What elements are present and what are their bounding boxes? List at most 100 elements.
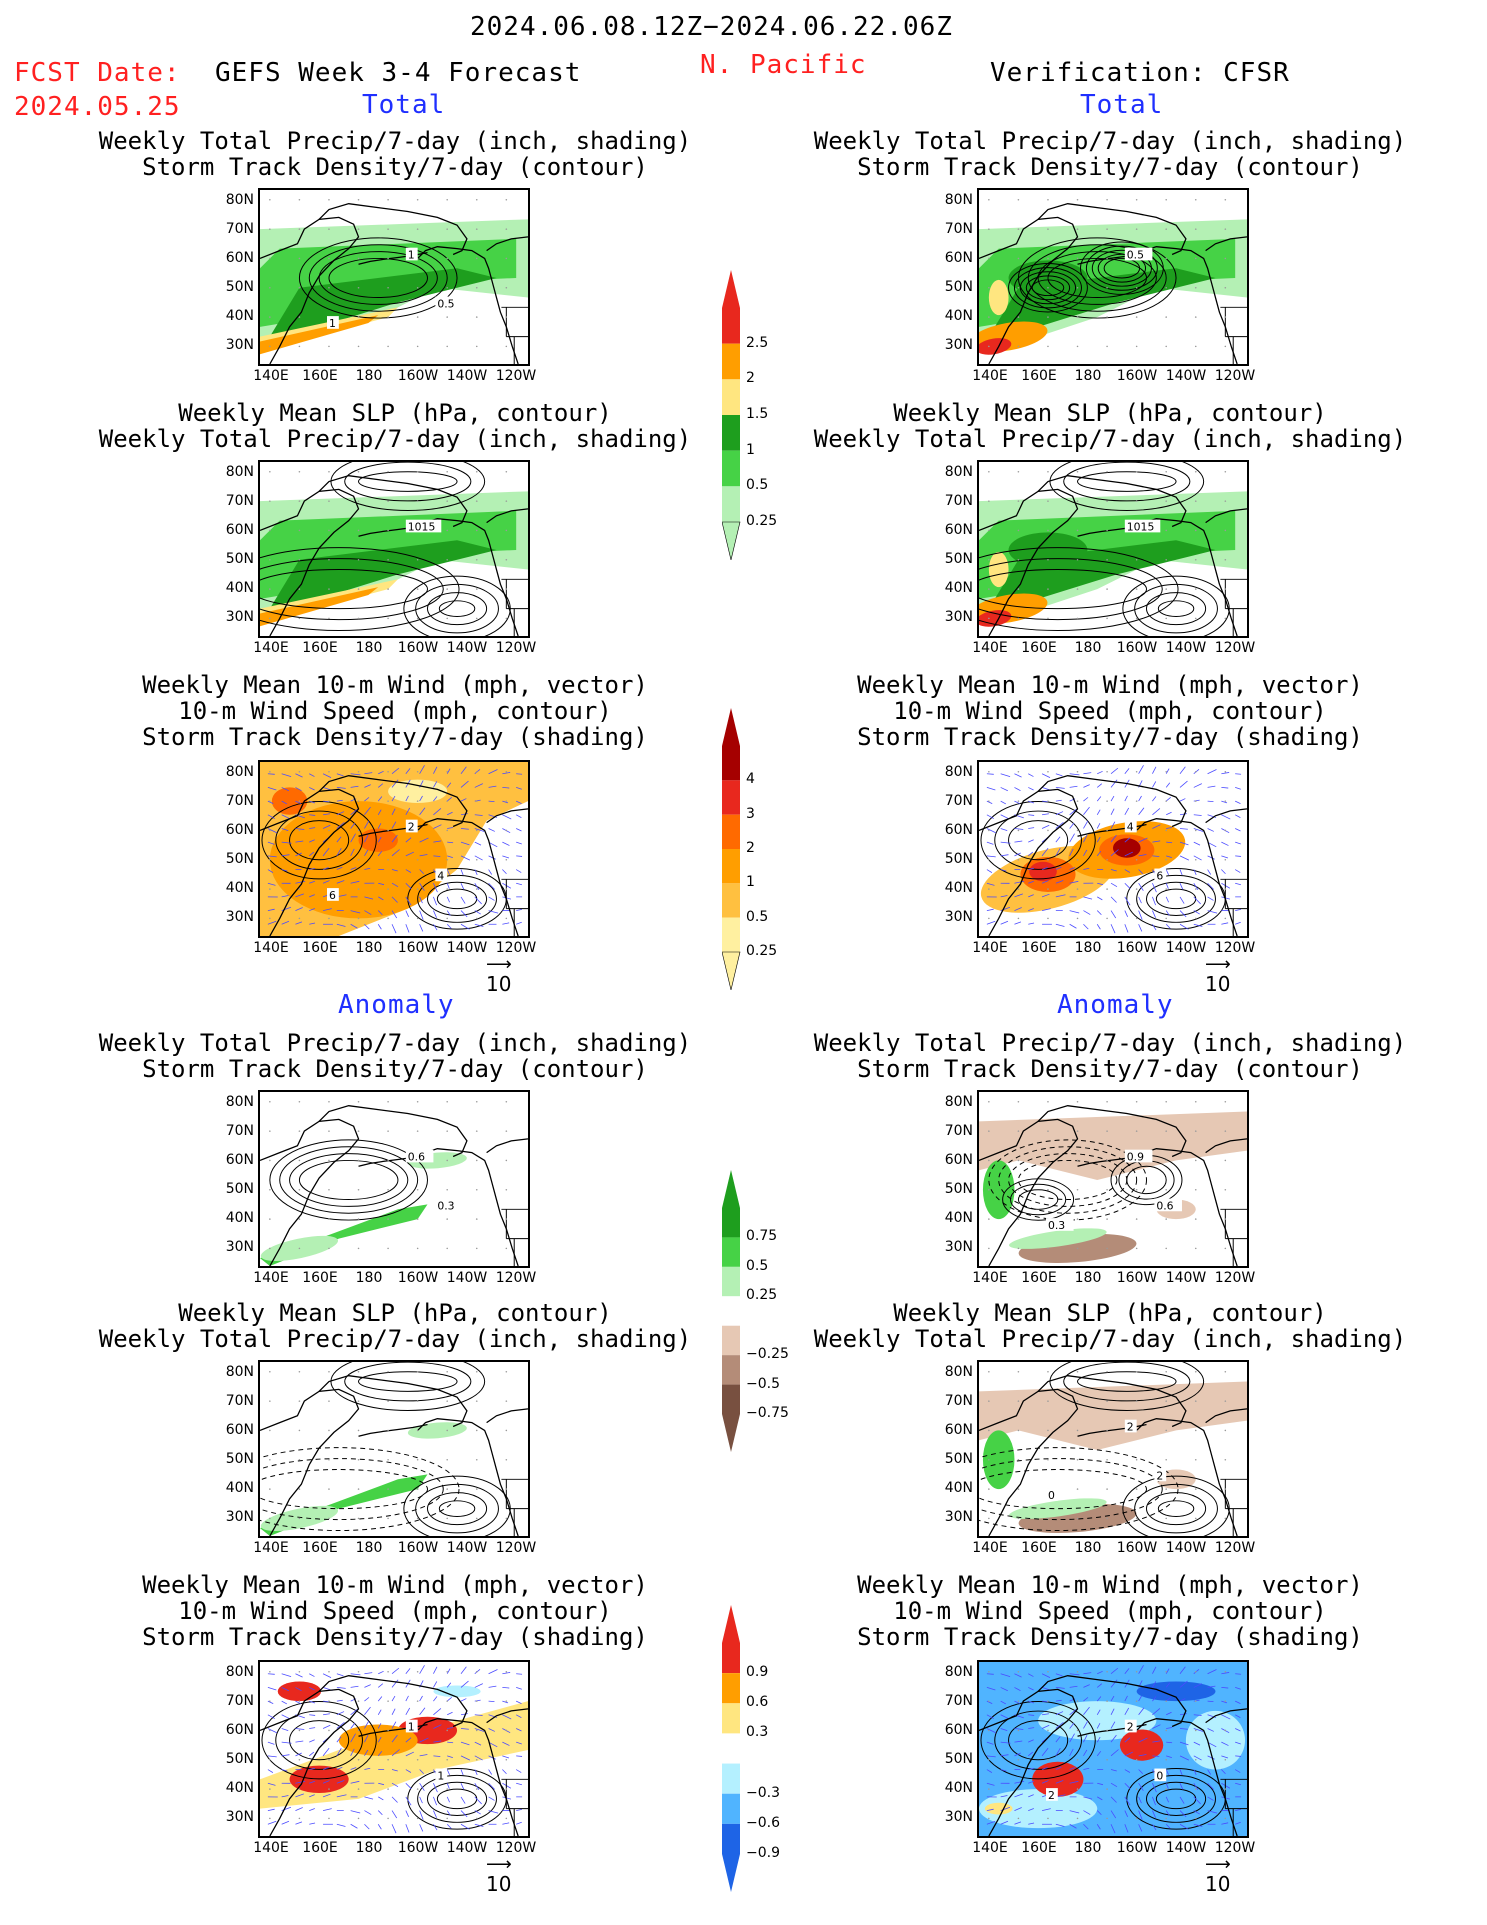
- grid-dot: [269, 228, 271, 230]
- wind-vector: [433, 1708, 442, 1716]
- wind-vector: [460, 1810, 468, 1818]
- wind-vector: [1069, 1708, 1077, 1716]
- precip-anom-negative-light: [979, 1111, 1247, 1180]
- lon-tick-label: 180: [1074, 368, 1102, 384]
- wind-vector: [433, 1666, 438, 1674]
- grid-dot: [1165, 1700, 1167, 1702]
- wind-vector: [1165, 796, 1171, 802]
- grid-dot: [416, 858, 419, 861]
- wind-vector: [460, 766, 467, 774]
- wind-vector: [1235, 1808, 1242, 1811]
- wind-vector: [336, 1711, 345, 1716]
- wind-vector: [281, 1806, 292, 1811]
- wind-vector: [336, 1721, 345, 1729]
- coastline: [1037, 475, 1187, 528]
- wind-vector: [1179, 828, 1188, 830]
- wind-vector: [460, 883, 465, 890]
- lat-tick-label: 50N: [944, 851, 973, 867]
- wind-vector: [1000, 1714, 1009, 1720]
- lat-tick-label: 30N: [944, 1509, 973, 1525]
- grid-dot: [1135, 858, 1138, 861]
- wind-vector: [322, 867, 329, 870]
- grid-dot: [357, 1458, 360, 1461]
- wind-vector: [267, 1741, 275, 1745]
- slp-contour: [344, 1362, 472, 1402]
- wind-vector: [391, 808, 396, 815]
- grid-dot: [988, 770, 990, 773]
- lat-tick-label: 40N: [944, 580, 973, 596]
- wind-vector: [336, 1748, 342, 1757]
- grid-dot: [328, 1400, 330, 1402]
- lat-tick-label: 40N: [225, 1780, 254, 1796]
- wind-vector: [1124, 1782, 1131, 1790]
- colorbar-tick-label: −0.6: [746, 1814, 780, 1831]
- grid-dot: [1047, 1370, 1049, 1373]
- wind-vector: [1055, 1766, 1062, 1770]
- colorbar-segment: [722, 486, 740, 522]
- grid-dot: [1224, 1247, 1227, 1250]
- lat-tick-label: 70N: [225, 493, 254, 509]
- grid-dot: [1076, 500, 1079, 502]
- grid-dot: [988, 1188, 990, 1191]
- grid-dot: [446, 1488, 448, 1490]
- wind-vector: [1096, 1810, 1102, 1816]
- wind-vector: [1193, 1796, 1201, 1805]
- grid-dot: [1194, 529, 1197, 532]
- grid-dot: [1017, 1670, 1020, 1673]
- grid-dot: [1135, 917, 1138, 920]
- grid-dot: [1194, 1159, 1197, 1162]
- wind-vector: [336, 1699, 343, 1702]
- lon-tick-label: 160W: [397, 368, 439, 384]
- track-contour: [998, 1146, 1138, 1214]
- wind-vector: [502, 772, 511, 775]
- wind-vector: [309, 773, 315, 777]
- grid-dot: [269, 829, 271, 832]
- grid-dot: [328, 1817, 330, 1820]
- wind-speed-contour: [1136, 874, 1216, 923]
- panel-title-line: Weekly Mean 10-m Wind (mph, vector): [857, 671, 1363, 699]
- wind-vector: [1055, 1780, 1064, 1784]
- wind-vector: [1055, 836, 1061, 843]
- grid-dot: [1076, 1429, 1079, 1432]
- wind-vector: [1014, 1700, 1020, 1705]
- wind-vector: [1124, 882, 1131, 890]
- wind-vector: [267, 855, 277, 858]
- grid-dot: [446, 1130, 448, 1132]
- grid-dot: [1135, 1100, 1138, 1103]
- grid-dot: [357, 1758, 360, 1761]
- grid-dot: [328, 1458, 330, 1461]
- wind-speed-contour: [994, 810, 1082, 870]
- precip-shading-heavy: [269, 268, 497, 337]
- wind-vector: [309, 867, 316, 870]
- wind-vector: [1138, 1707, 1145, 1716]
- wind-vector: [1000, 1754, 1009, 1757]
- colorbar-precip_anom: [722, 1170, 740, 1452]
- grid-dot: [505, 470, 508, 473]
- wind-vector: [1041, 1808, 1051, 1811]
- wind-vector: [295, 893, 304, 898]
- grid-dot: [1017, 1130, 1020, 1132]
- wind-vector: [1207, 1810, 1218, 1814]
- wind-vector: [1193, 1683, 1202, 1688]
- grid-dot: [1017, 345, 1020, 348]
- grid-dot: [1106, 1817, 1108, 1820]
- grid-dot: [298, 1400, 301, 1402]
- coastline: [979, 216, 1079, 364]
- grid-dot: [328, 286, 330, 289]
- grid-dot: [505, 345, 508, 348]
- wind-vector: [377, 1696, 383, 1702]
- wind-vector: [1235, 773, 1242, 775]
- grid-dot: [328, 1370, 330, 1373]
- wind-vector: [322, 847, 330, 857]
- wind-vector: [1221, 1822, 1229, 1825]
- grid-dot: [298, 858, 301, 861]
- grid-dot: [1017, 1159, 1020, 1162]
- slp-contour: [1122, 575, 1230, 636]
- lon-tick-label: 160E: [302, 940, 338, 956]
- wind-vector: [405, 910, 409, 917]
- wind-vector: [1193, 1783, 1199, 1791]
- wind-vector: [391, 849, 400, 857]
- wind-vector: [377, 836, 382, 843]
- grid-dot: [1076, 917, 1079, 920]
